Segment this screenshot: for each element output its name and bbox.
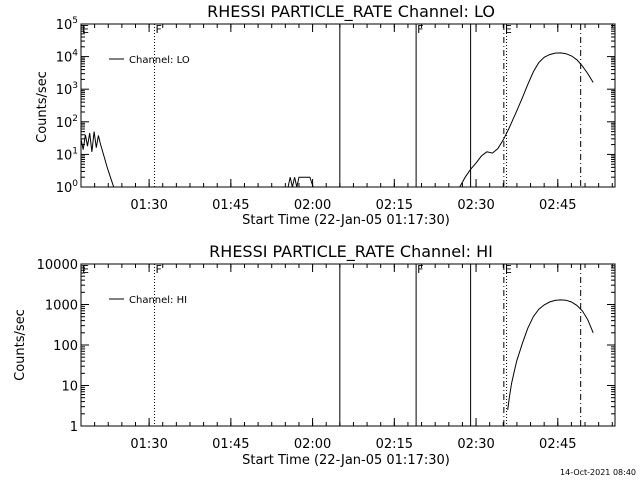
series-line-lo [80, 131, 115, 188]
series-line-lo [459, 52, 594, 188]
y-tick-label: 100 [56, 179, 79, 196]
y-axis-label-hi: Counts/sec [13, 309, 28, 381]
chart-title-lo: RHESSI PARTICLE_RATE Channel: LO [207, 2, 495, 22]
y-ticks-hi: 1 10 100 1000 10000 [37, 258, 615, 435]
y-tick-label: 103 [56, 81, 78, 98]
x-tick-label: 01:30 [130, 437, 167, 452]
legend-label-hi: Channel: HI [129, 295, 187, 306]
plot-area-hi: F F EE [82, 263, 594, 426]
event-flag-label: F [156, 23, 162, 36]
chart-panel-lo: RHESSI PARTICLE_RATE Channel: LO F F E E 10… [35, 2, 616, 228]
series-line-lo [287, 176, 314, 188]
y-tick-label: 10000 [37, 258, 78, 273]
y-ticks-lo: 100 101 102 103 104 105 [56, 16, 615, 196]
event-flag-label: E [82, 23, 89, 36]
plot-frame-hi [80, 263, 616, 427]
x-tick-label: 01:45 [212, 198, 249, 213]
y-tick-label: 1 [70, 420, 78, 435]
x-tick-label: 01:30 [130, 198, 167, 213]
x-tick-label: 02:30 [457, 198, 494, 213]
y-tick-label: 105 [56, 16, 78, 33]
event-flag-label: E [505, 23, 512, 36]
y-tick-label: 102 [56, 114, 78, 131]
chart-panel-hi: RHESSI PARTICLE_RATE Channel: HI F F EE 11… [13, 242, 616, 468]
x-axis-label-lo: Start Time (22-Jan-05 01:17:30) [242, 213, 450, 228]
x-tick-label: 02:30 [457, 437, 494, 452]
chart-title-hi: RHESSI PARTICLE_RATE Channel: HI [209, 242, 493, 262]
event-flag-label: E [82, 263, 89, 276]
x-ticks-hi: 01:30 01:45 02:00 02:15 02:30 02:45 [80, 264, 613, 452]
series-line-hi [507, 299, 594, 410]
timestamp-label: 14-Oct-2021 08:40 [560, 468, 636, 477]
y-tick-label: 104 [56, 49, 79, 66]
x-tick-label: 02:00 [294, 437, 331, 452]
x-tick-label: 02:45 [539, 437, 576, 452]
event-flag-label: F [417, 23, 423, 36]
event-flag-label: F [417, 263, 423, 276]
y-axis-label-lo: Counts/sec [35, 71, 50, 143]
legend-lo: Channel: LO [109, 55, 190, 66]
legend-label-lo: Channel: LO [129, 55, 190, 66]
y-tick-label: 100 [53, 339, 78, 354]
x-tick-label: 02:15 [376, 437, 413, 452]
x-tick-label: 02:15 [376, 198, 413, 213]
x-tick-label: 02:00 [294, 198, 331, 213]
x-tick-label: 02:45 [539, 198, 576, 213]
y-tick-label: 10 [61, 380, 78, 395]
y-tick-label: 1000 [45, 299, 78, 314]
x-axis-label-hi: Start Time (22-Jan-05 01:17:30) [242, 453, 450, 468]
x-ticks-lo: 01:30 01:45 02:00 02:15 02:30 02:45 [80, 24, 613, 213]
plot-area-lo: F F EE [80, 23, 594, 188]
x-tick-label: 01:45 [212, 437, 249, 452]
plot-frame-lo [80, 23, 616, 188]
legend-hi: Channel: HI [109, 295, 187, 306]
event-flag-label: F [156, 263, 162, 276]
event-flag-label: E [505, 263, 512, 276]
y-tick-label: 101 [56, 146, 78, 163]
